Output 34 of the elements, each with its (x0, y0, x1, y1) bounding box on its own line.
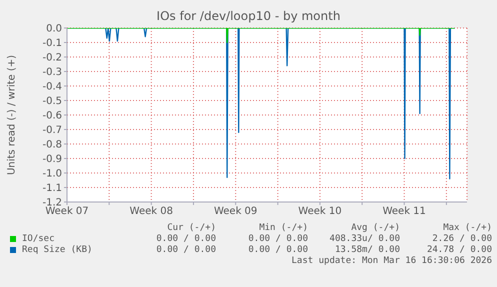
x-tick-label: Week 09 (214, 206, 258, 218)
y-tick-label: -0.3 (42, 67, 62, 78)
chart-title: IOs for /dev/loop10 - by month (156, 9, 342, 23)
y-tick-label: -0.7 (42, 125, 62, 136)
text: Avg (-/+) (350, 223, 400, 233)
text: 13.58m/ 0.00 (334, 245, 400, 255)
y-tick-label: -0.2 (42, 52, 62, 64)
text: 24.78 / 0.00 (426, 245, 492, 255)
x-tick-label: Week 08 (130, 206, 173, 218)
text: Min (-/+) (258, 223, 308, 233)
text: 0.00 / 0.00 (247, 245, 308, 255)
y-tick-label: -0.9 (42, 154, 62, 166)
text: 2.26 / 0.00 (431, 234, 492, 244)
x-tick-label: Week 11 (382, 206, 426, 218)
text: 0.00 / 0.00 (247, 234, 308, 244)
legend-label: Req Size (KB) (21, 245, 94, 255)
y-tick-label: -0.4 (42, 82, 62, 93)
y-tick-label: -1.1 (42, 183, 62, 194)
text: 408.33u/ 0.00 (328, 234, 400, 244)
y-tick-label: -1.0 (42, 168, 62, 180)
text: 0.00 / 0.00 (155, 245, 216, 255)
y-tick-label: -0.8 (42, 140, 62, 151)
text: 0.00 / 0.00 (155, 234, 216, 244)
legend-label: IO/sec (21, 234, 56, 244)
y-tick-label: -0.5 (42, 96, 62, 108)
text: Max (-/+) (442, 223, 492, 233)
y-tick-label: -0.1 (42, 38, 62, 50)
y-tick-label: -0.6 (42, 110, 62, 122)
y-tick-label: 0.0 (46, 24, 62, 35)
x-tick-label: Week 10 (298, 206, 342, 218)
x-tick-label: Week 07 (45, 206, 89, 218)
text: Last update: Mon Mar 16 16:30:06 2026 (290, 256, 492, 266)
y-axis-title: Units read (-) / write (+) (6, 54, 18, 176)
text: Cur (-/+) (166, 223, 216, 233)
